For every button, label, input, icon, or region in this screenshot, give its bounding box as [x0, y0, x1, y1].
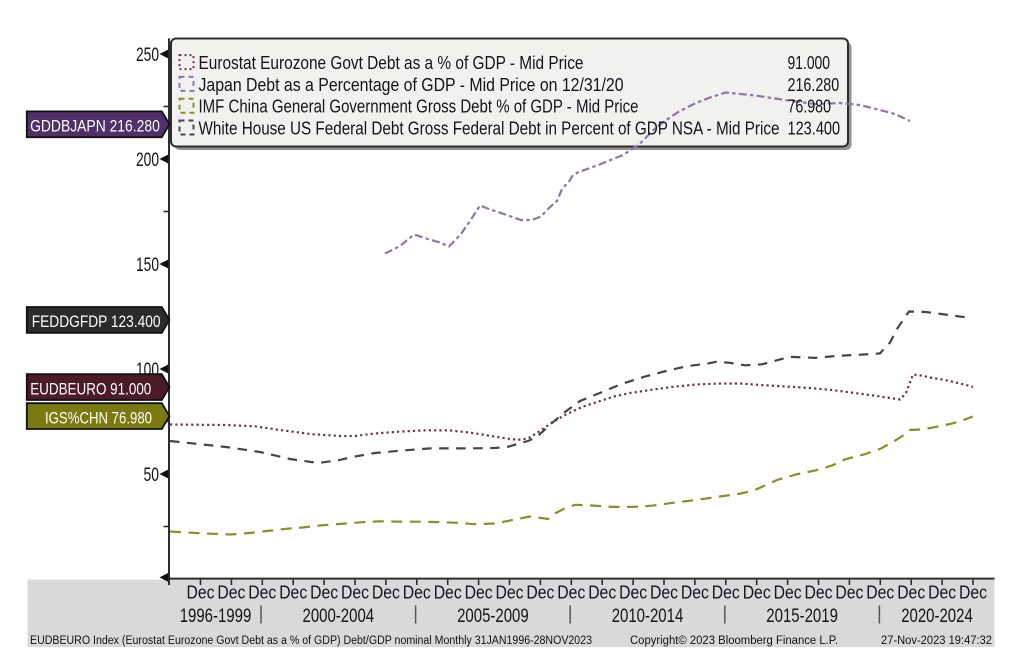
svg-text:Dec: Dec [496, 583, 524, 603]
svg-text:Dec: Dec [434, 583, 462, 603]
svg-text:2020-2024: 2020-2024 [901, 605, 973, 627]
svg-text:Dec: Dec [805, 583, 833, 603]
svg-text:91.000: 91.000 [788, 53, 831, 73]
svg-text:2000-2004: 2000-2004 [303, 605, 375, 627]
svg-text:Dec: Dec [403, 583, 431, 603]
svg-text:EUDBEURO 91.000: EUDBEURO 91.000 [30, 379, 151, 398]
svg-text:Dec: Dec [959, 583, 987, 603]
svg-text:Copyright© 2023 Bloomberg Fina: Copyright© 2023 Bloomberg Finance L.P. [630, 635, 838, 647]
svg-text:Dec: Dec [835, 583, 863, 603]
svg-text:2005-2009: 2005-2009 [457, 605, 529, 627]
svg-text:Dec: Dec [341, 583, 369, 603]
svg-text:IMF China General Government G: IMF China General Government Gross Debt … [199, 97, 639, 117]
svg-text:Dec: Dec [279, 583, 307, 603]
svg-text:2015-2019: 2015-2019 [766, 605, 838, 627]
svg-text:Dec: Dec [897, 583, 925, 603]
svg-text:Dec: Dec [743, 583, 771, 603]
svg-text:FEDDGFDP 123.400: FEDDGFDP 123.400 [32, 312, 161, 331]
svg-text:1996-1999: 1996-1999 [180, 605, 252, 627]
svg-text:Dec: Dec [866, 583, 894, 603]
svg-text:Dec: Dec [928, 583, 956, 603]
svg-text:Japan Debt as a Percentage of: Japan Debt as a Percentage of GDP - Mid … [199, 75, 624, 95]
svg-text:Dec: Dec [774, 583, 802, 603]
svg-text:Dec: Dec [372, 583, 400, 603]
svg-text:123.400: 123.400 [788, 118, 841, 138]
svg-text:GDDBJAPN 216.280: GDDBJAPN 216.280 [30, 117, 160, 136]
svg-text:IGS%CHN 76.980: IGS%CHN 76.980 [45, 408, 152, 427]
svg-text:2010-2014: 2010-2014 [612, 605, 684, 627]
svg-text:50: 50 [144, 465, 160, 486]
svg-text:Dec: Dec [187, 583, 215, 603]
svg-text:150: 150 [136, 255, 159, 276]
svg-text:Dec: Dec [217, 583, 245, 603]
svg-text:White House US Federal Debt Gr: White House US Federal Debt Gross Federa… [199, 118, 780, 138]
svg-text:Dec: Dec [526, 583, 554, 603]
svg-text:Dec: Dec [712, 583, 740, 603]
svg-text:Dec: Dec [557, 583, 585, 603]
svg-text:76.980: 76.980 [788, 97, 832, 117]
svg-text:Eurostat Eurozone Govt Debt as: Eurostat Eurozone Govt Debt as a % of GD… [199, 53, 584, 73]
svg-text:Dec: Dec [619, 583, 647, 603]
svg-text:27-Nov-2023 19:47:32: 27-Nov-2023 19:47:32 [881, 635, 992, 647]
svg-text:Dec: Dec [681, 583, 709, 603]
svg-text:EUDBEURO Index (Eurostat Euroz: EUDBEURO Index (Eurostat Eurozone Govt D… [30, 635, 592, 647]
svg-text:Dec: Dec [248, 583, 276, 603]
svg-text:Dec: Dec [650, 583, 678, 603]
svg-text:Dec: Dec [588, 583, 616, 603]
svg-text:200: 200 [136, 150, 159, 171]
svg-text:Dec: Dec [310, 583, 338, 603]
svg-text:216.280: 216.280 [788, 75, 840, 95]
svg-text:Dec: Dec [465, 583, 493, 603]
svg-text:250: 250 [136, 45, 159, 66]
